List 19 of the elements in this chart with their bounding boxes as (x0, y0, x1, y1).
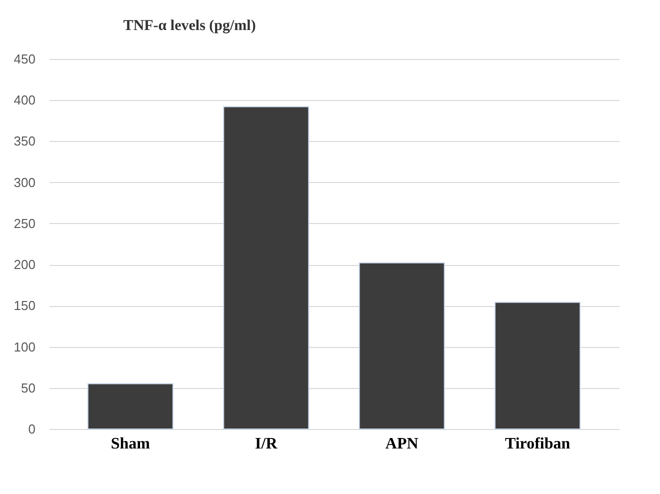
y-tick-label: 300 (14, 174, 36, 190)
y-tick-label: 0 (28, 422, 36, 436)
y-tick-label: 250 (14, 216, 36, 231)
y-tick-label: 150 (14, 298, 36, 314)
x-tick-label: APN (385, 436, 419, 452)
y-tick-label: 350 (14, 134, 36, 149)
bar (87, 383, 174, 430)
y-tick-label: 450 (14, 52, 36, 66)
x-tick-label: Tirofiban (504, 436, 570, 452)
y-tick-label: 200 (14, 257, 36, 272)
y-tick-label: 400 (14, 92, 36, 108)
x-tick-label: I/R (255, 436, 278, 452)
bar (494, 302, 581, 430)
bar (223, 106, 310, 430)
bar (358, 262, 445, 430)
x-tick-label: Sham (110, 436, 151, 452)
chart-title: TNF-α levels (pg/ml) (123, 18, 256, 34)
y-tick-label: 50 (21, 380, 36, 396)
y-tick-label: 100 (14, 339, 36, 354)
